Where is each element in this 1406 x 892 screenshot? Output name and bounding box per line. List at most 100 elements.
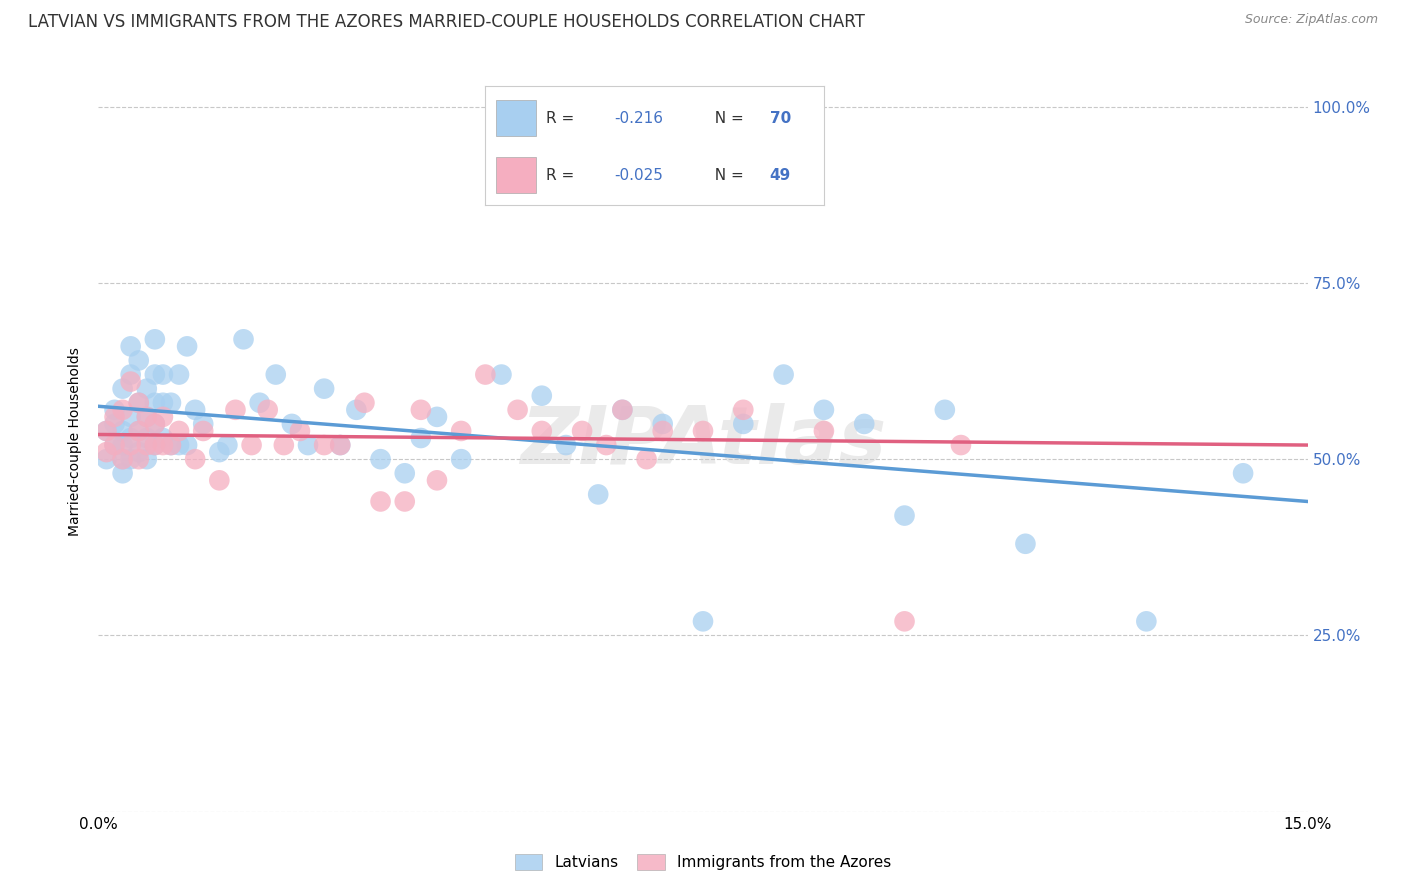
Latvians [103,417,125,431]
Latvians [120,339,142,353]
Immigrants from the Azores [530,424,553,438]
Immigrants from the Azores [370,494,392,508]
Immigrants from the Azores [240,438,263,452]
Latvians [208,445,231,459]
Latvians [612,402,634,417]
Latvians [96,452,118,467]
Latvians [143,417,166,431]
Latvians [184,402,207,417]
Latvians [143,396,166,410]
Immigrants from the Azores [612,402,634,417]
Immigrants from the Azores [208,473,231,487]
Immigrants from the Azores [314,438,336,452]
Immigrants from the Azores [111,402,134,417]
Latvians [135,452,157,467]
Immigrants from the Azores [152,409,174,424]
Latvians [217,438,239,452]
Latvians [772,368,794,382]
Latvians [152,431,174,445]
Latvians [586,487,609,501]
Immigrants from the Azores [152,438,174,452]
Immigrants from the Azores [120,438,142,452]
Immigrants from the Azores [224,402,246,417]
Immigrants from the Azores [103,409,125,424]
Latvians [555,438,578,452]
Immigrants from the Azores [426,473,449,487]
Immigrants from the Azores [813,424,835,438]
Latvians [281,417,304,431]
Latvians [143,438,166,452]
Latvians [160,438,183,452]
Immigrants from the Azores [595,438,617,452]
Latvians [96,424,118,438]
Latvians [329,438,352,452]
Immigrants from the Azores [651,424,673,438]
Latvians [111,424,134,438]
Immigrants from the Azores [409,402,432,417]
Text: ZIPAtlas: ZIPAtlas [520,402,886,481]
Latvians [450,452,472,467]
Immigrants from the Azores [893,615,915,629]
Latvians [176,339,198,353]
Immigrants from the Azores [474,368,496,382]
Latvians [264,368,287,382]
Latvians [314,382,336,396]
Immigrants from the Azores [193,424,215,438]
Immigrants from the Azores [273,438,295,452]
Immigrants from the Azores [184,452,207,467]
Immigrants from the Azores [692,424,714,438]
Latvians [853,417,876,431]
Latvians [344,402,367,417]
Immigrants from the Azores [288,424,311,438]
Latvians [152,396,174,410]
Latvians [128,353,150,368]
Latvians [394,467,416,481]
Latvians [370,452,392,467]
Latvians [297,438,319,452]
Latvians [530,389,553,403]
Immigrants from the Azores [128,452,150,467]
Immigrants from the Azores [506,402,529,417]
Immigrants from the Azores [636,452,658,467]
Latvians [111,382,134,396]
Latvians [651,417,673,431]
Latvians [120,368,142,382]
Immigrants from the Azores [571,424,593,438]
Latvians [160,396,183,410]
Immigrants from the Azores [167,424,190,438]
Latvians [128,424,150,438]
Immigrants from the Azores [135,409,157,424]
Latvians [733,417,755,431]
Latvians [491,368,513,382]
Latvians [135,382,157,396]
Latvians [409,431,432,445]
Immigrants from the Azores [160,438,183,452]
Immigrants from the Azores [329,438,352,452]
Immigrants from the Azores [96,445,118,459]
Latvians [193,417,215,431]
Latvians [167,438,190,452]
Immigrants from the Azores [128,424,150,438]
Immigrants from the Azores [949,438,972,452]
Latvians [120,452,142,467]
Y-axis label: Married-couple Households: Married-couple Households [69,347,83,536]
Latvians [152,368,174,382]
Latvians [143,368,166,382]
Latvians [813,402,835,417]
Latvians [128,445,150,459]
Latvians [103,402,125,417]
Legend: Latvians, Immigrants from the Azores: Latvians, Immigrants from the Azores [508,847,898,878]
Immigrants from the Azores [143,438,166,452]
Immigrants from the Azores [256,402,278,417]
Latvians [143,332,166,346]
Latvians [111,438,134,452]
Immigrants from the Azores [450,424,472,438]
Latvians [103,438,125,452]
Immigrants from the Azores [353,396,375,410]
Immigrants from the Azores [96,424,118,438]
Latvians [692,615,714,629]
Latvians [120,431,142,445]
Latvians [426,409,449,424]
Text: Source: ZipAtlas.com: Source: ZipAtlas.com [1244,13,1378,27]
Latvians [1014,537,1036,551]
